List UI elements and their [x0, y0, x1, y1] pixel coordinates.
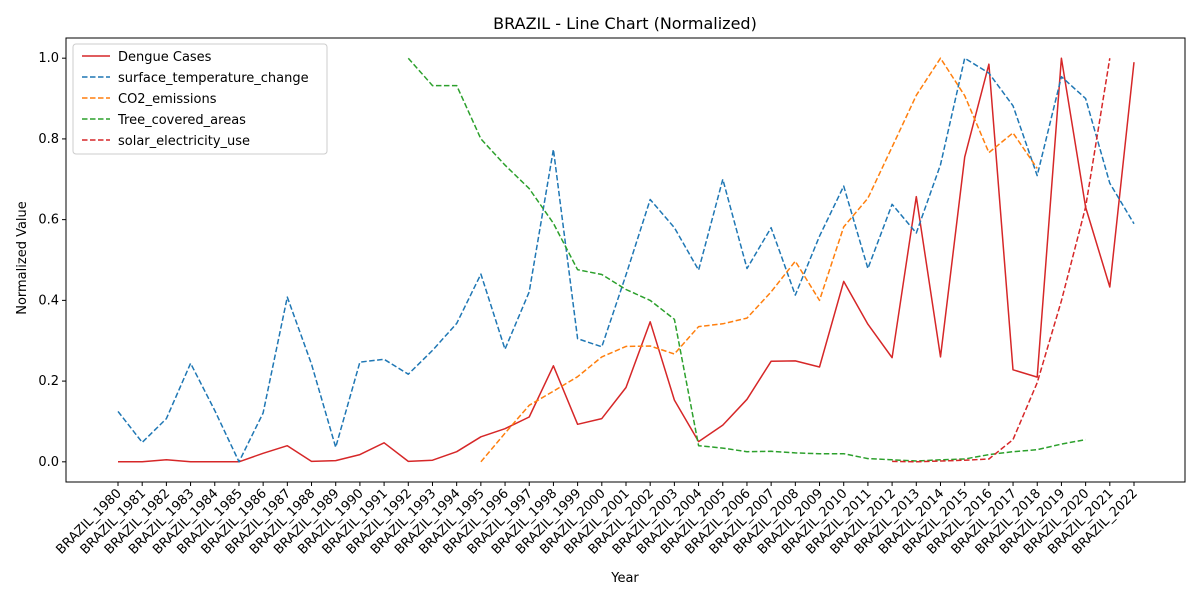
legend-label: surface_temperature_change: [118, 71, 309, 86]
y-tick-label: 0.2: [38, 374, 59, 389]
legend-label: Tree_covered_areas: [117, 113, 246, 128]
legend-label: solar_electricity_use: [118, 134, 250, 149]
legend-box: [72, 43, 328, 155]
series-line-solar-electricity-use: [892, 58, 1111, 463]
y-tick-label: 0.6: [38, 213, 59, 228]
legend: Dengue Cases surface_temperature_change CO…: [72, 43, 328, 155]
chart-title: BRAZIL - Line Chart (Normalized): [493, 14, 757, 33]
y-tick-label: 0.0: [38, 455, 59, 470]
series-line-tree-covered-areas: [407, 57, 1086, 462]
y-tick-label: 1.0: [38, 51, 59, 66]
series-line-surface-temperature-change: [117, 57, 1135, 463]
y-tick-label: 0.8: [38, 132, 59, 147]
plot-area: 0.00.20.40.60.81.0BRAZIL_1980BRAZIL_1981…: [38, 37, 1186, 558]
y-axis-label: Normalized Value: [15, 201, 30, 315]
series-line-co2-emissions: [480, 57, 1038, 463]
legend-label: Dengue Cases: [118, 50, 212, 65]
x-axis-label: Year: [610, 571, 639, 586]
series-line-dengue-cases: [118, 57, 1135, 463]
legend-label: CO2_emissions: [118, 92, 217, 107]
y-tick-label: 0.4: [38, 293, 59, 308]
